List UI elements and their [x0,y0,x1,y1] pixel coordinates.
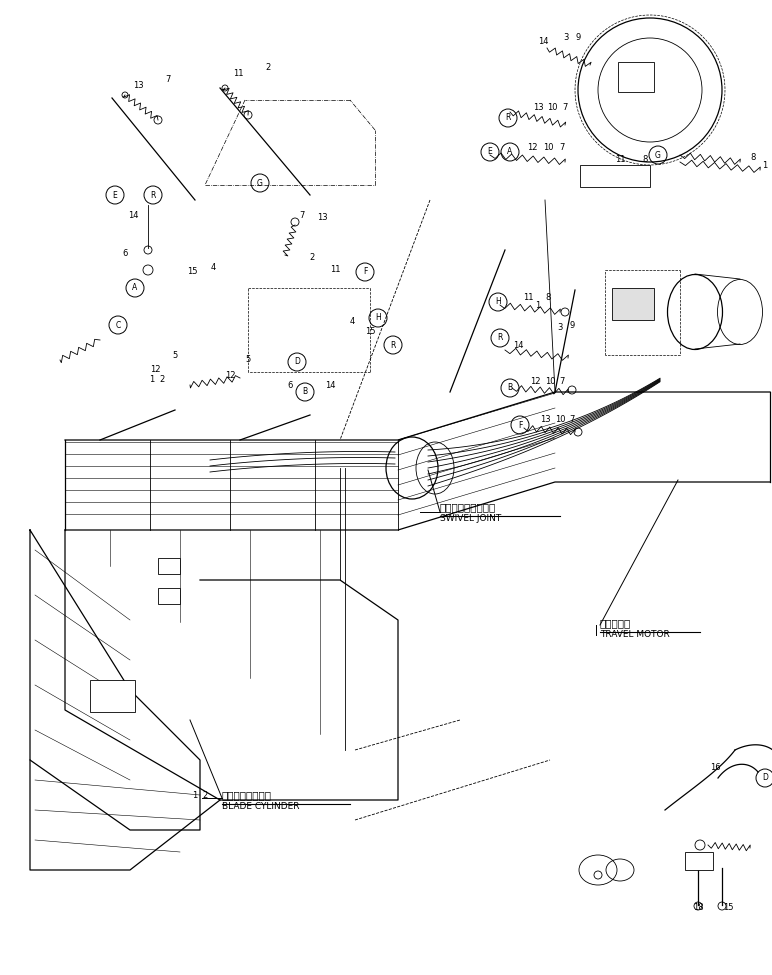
Text: スイベルジョイント: スイベルジョイント [440,502,496,512]
Text: 11: 11 [232,68,243,77]
Text: SWIVEL JOINT: SWIVEL JOINT [440,514,501,523]
Text: 9: 9 [575,33,581,43]
Text: 14: 14 [127,211,138,219]
Text: 2: 2 [266,63,271,72]
Text: 10: 10 [555,415,565,424]
Text: 8: 8 [545,293,550,302]
Text: F: F [518,420,522,430]
Text: 2: 2 [159,375,164,384]
Text: R: R [497,333,503,342]
Bar [685,852,713,870]
Text: 18: 18 [692,904,703,913]
Text: 11: 11 [615,155,625,165]
Text: ブレードシリンダ: ブレードシリンダ [222,790,272,800]
Text: 12: 12 [530,377,540,386]
Text: 10: 10 [543,143,554,152]
Text: 7: 7 [559,377,564,386]
Text: F: F [363,267,367,277]
Text: TRAVEL MOTOR: TRAVEL MOTOR [600,630,670,639]
Text: 走行モータ: 走行モータ [600,618,631,628]
Text: 3: 3 [557,324,563,332]
Text: A: A [507,147,513,157]
Text: G: G [257,178,263,187]
Text: R: R [151,190,156,200]
Text: 5: 5 [172,350,178,360]
Text: 10: 10 [545,377,555,386]
Text: D: D [762,773,768,783]
Bar [158,558,180,574]
Text: G: G [655,150,661,160]
Text: 16: 16 [709,763,720,772]
Text: 9: 9 [570,321,574,330]
Bar [618,62,654,92]
Text: 8: 8 [750,153,756,163]
Text: 5: 5 [245,356,251,365]
Text: B: B [507,383,513,393]
Text: E: E [488,147,493,157]
Text: 12: 12 [527,143,537,152]
Text: 7: 7 [165,75,171,85]
Bar [580,165,650,187]
Bar [612,288,654,320]
Text: 15: 15 [364,328,375,336]
Text: B: B [303,387,307,397]
Text: 4: 4 [350,318,354,327]
Text: R: R [506,113,511,123]
Text: 1: 1 [192,791,198,799]
Text: A: A [132,284,137,292]
Text: 4: 4 [211,263,215,272]
Text: 14: 14 [538,37,548,47]
Text: H: H [495,297,501,306]
Text: 13: 13 [133,81,144,90]
Text: H: H [375,314,381,323]
Text: 13: 13 [533,103,543,112]
Text: 3: 3 [564,33,569,43]
Text: E: E [113,190,117,200]
Text: 7: 7 [559,143,564,152]
Text: 6: 6 [287,380,293,389]
Text: 15: 15 [187,267,198,277]
Text: 12: 12 [150,366,161,374]
Text: 6: 6 [122,249,127,257]
Text: 15: 15 [723,904,733,913]
Text: 2: 2 [202,791,208,799]
Text: 1: 1 [149,375,154,384]
Text: R: R [391,340,396,349]
Text: 8: 8 [642,155,648,165]
Text: 14: 14 [325,380,335,389]
Text: D: D [294,358,300,367]
Text: 14: 14 [513,340,523,349]
Text: 11: 11 [523,293,533,302]
Text: 10: 10 [547,103,557,112]
Text: 7: 7 [300,211,305,219]
Text: 1: 1 [535,300,540,309]
Text: C: C [115,321,120,330]
Text: BLADE CYLINDER: BLADE CYLINDER [222,802,300,811]
Text: 7: 7 [562,103,567,112]
Text: 13: 13 [317,214,327,222]
Bar [158,588,180,604]
Bar [90,680,135,712]
Text: 1: 1 [763,161,767,170]
Text: 12: 12 [225,370,235,379]
Text: 13: 13 [540,415,550,424]
Text: 7: 7 [569,415,574,424]
Text: 11: 11 [330,265,340,275]
Text: 2: 2 [310,254,315,262]
